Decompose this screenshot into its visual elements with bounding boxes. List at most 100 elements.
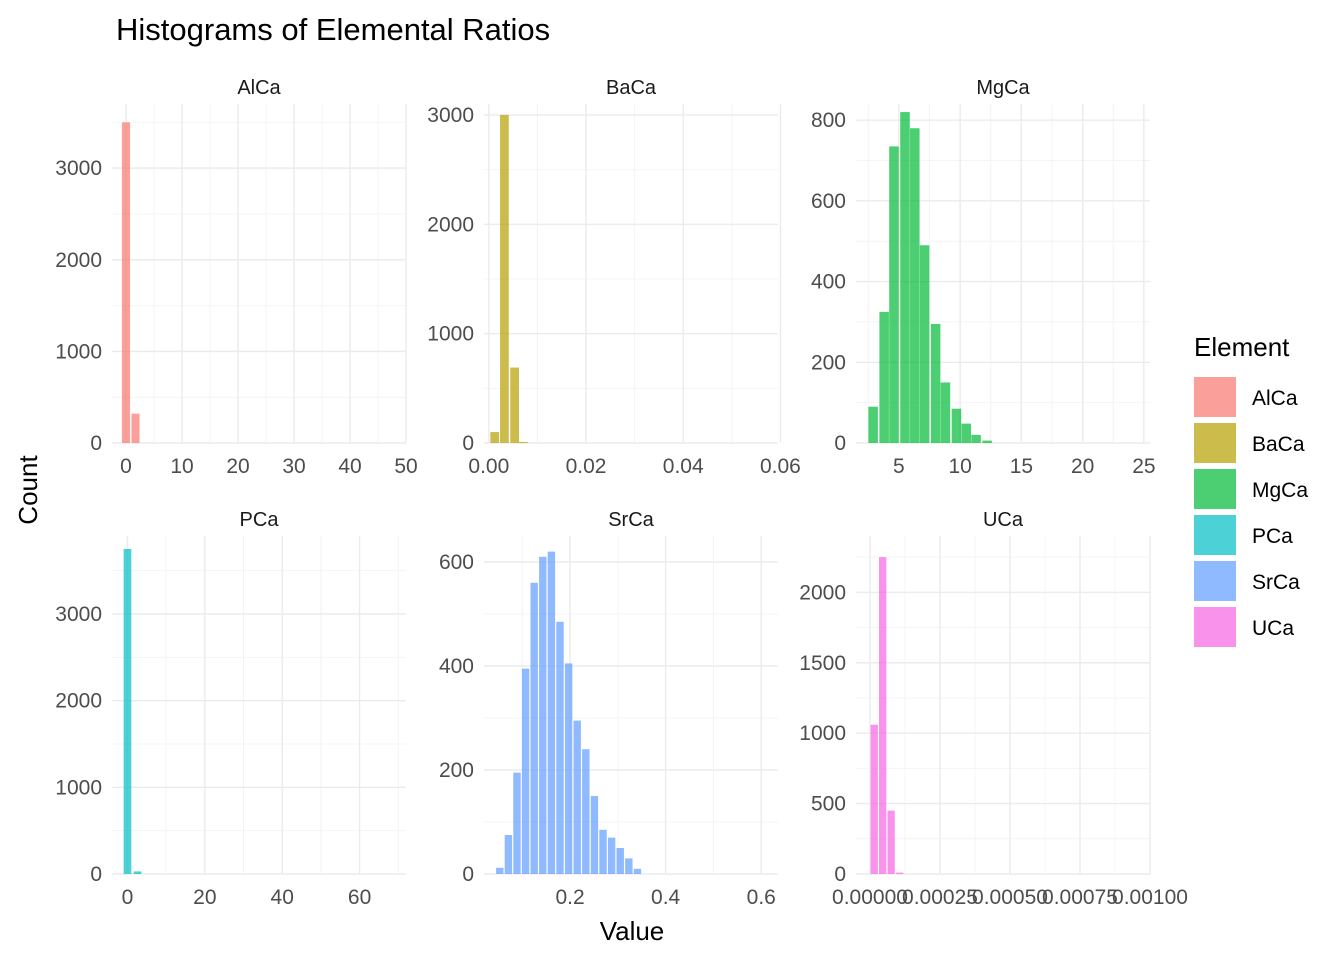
histogram-bar (919, 245, 930, 443)
legend-key-srca (1194, 561, 1236, 601)
histogram-bar (521, 668, 530, 874)
y-tick-label: 2000 (55, 690, 102, 713)
legend-label: SrCa (1252, 571, 1300, 594)
histogram-bar (910, 128, 920, 443)
y-tick-label: 500 (811, 793, 846, 816)
x-tick-label: 0.6 (747, 886, 776, 909)
histogram-bar (599, 829, 607, 874)
x-tick-label: 10 (170, 455, 193, 478)
legend: Element AlCa BaCa MgCa PCa SrCa UCa (1194, 332, 1308, 647)
legend-label: PCa (1252, 525, 1293, 548)
histogram-bar (870, 724, 878, 874)
histogram-bar (131, 413, 140, 443)
x-tick-label: 0 (122, 886, 134, 909)
legend-title: Element (1194, 332, 1290, 362)
legend-label: BaCa (1252, 433, 1305, 456)
x-tick-label: 20 (226, 455, 249, 478)
histogram-bar (530, 582, 538, 874)
histogram-bar (513, 772, 521, 874)
x-tick-label: 0.00050 (972, 886, 1048, 909)
facet-strip-label: AlCa (237, 77, 281, 99)
x-tick-label: 20 (193, 886, 216, 909)
y-tick-label: 0 (462, 432, 474, 455)
legend-label: UCa (1252, 617, 1294, 640)
histogram-bar (504, 835, 513, 874)
histogram-bar (625, 858, 633, 874)
legend-key-uca (1194, 607, 1236, 647)
histogram-bar (556, 621, 564, 874)
x-tick-label: 40 (338, 455, 361, 478)
histogram-bar (490, 432, 500, 443)
histogram-bar (868, 406, 878, 443)
legend-key-alca (1194, 377, 1236, 417)
histogram-bar (982, 440, 992, 443)
x-tick-label: 0 (120, 455, 132, 478)
histogram-bar (496, 867, 504, 874)
facet-srca: SrCa 0.2 0.4 0.6 0 200 400 600 (439, 509, 778, 909)
y-tick-label: 600 (811, 190, 846, 213)
histogram-bar (539, 556, 547, 874)
y-tick-label: 0 (90, 432, 102, 455)
x-tick-label: 0.00100 (1112, 886, 1188, 909)
histogram-bar (895, 872, 904, 874)
x-tick-label: 10 (948, 455, 971, 478)
y-tick-label: 2000 (427, 213, 474, 236)
histogram-bar (633, 868, 642, 874)
y-axis-label: Count (13, 455, 43, 525)
histogram-bar (590, 796, 599, 874)
y-tick-label: 600 (439, 551, 474, 574)
y-tick-label: 2000 (799, 581, 846, 604)
legend-key-pca (1194, 515, 1236, 555)
x-tick-label: 0.00025 (902, 886, 978, 909)
y-tick-label: 0 (834, 432, 846, 455)
y-tick-label: 1000 (55, 776, 102, 799)
facet-pca: PCa 0 20 40 60 0 1000 2000 3000 (55, 509, 406, 909)
y-tick-label: 3000 (55, 603, 102, 626)
facet-baca: BaCa 0.00 0.02 0.04 0.06 0 1000 2000 3000 (427, 77, 801, 478)
y-tick-label: 400 (811, 271, 846, 294)
y-tick-label: 3000 (55, 157, 102, 180)
histogram-bar (940, 382, 951, 443)
histogram-bar (133, 871, 142, 874)
histogram-bar (121, 122, 131, 443)
legend-label: MgCa (1252, 479, 1308, 502)
y-tick-label: 400 (439, 655, 474, 678)
x-tick-label: 25 (1132, 455, 1155, 478)
x-tick-label: 0.4 (651, 886, 681, 909)
y-tick-label: 1000 (427, 323, 474, 346)
histogram-bar (500, 114, 509, 443)
facet-alca: AlCa 0 10 20 30 40 50 0 1000 2000 3000 (55, 77, 417, 478)
histogram-bar (951, 408, 962, 443)
histogram-bar (123, 549, 132, 874)
facet-mgca: MgCa 5 10 15 20 25 0 200 400 600 800 (811, 77, 1156, 478)
histogram-bar (573, 720, 581, 874)
y-tick-label: 1000 (55, 340, 102, 363)
histogram-bar (564, 663, 573, 874)
legend-key-baca (1194, 423, 1236, 463)
histogram-bar (518, 441, 528, 443)
legend-key-mgca (1194, 469, 1236, 509)
facet-strip-label: PCa (240, 509, 280, 531)
x-tick-label: 0.00075 (1042, 886, 1118, 909)
y-tick-label: 1000 (799, 722, 846, 745)
y-tick-label: 200 (439, 759, 474, 782)
x-tick-label: 60 (348, 886, 371, 909)
facet-strip-label: MgCa (976, 77, 1030, 99)
histogram-bar (607, 837, 616, 874)
histogram-bar (879, 311, 889, 443)
histogram-bar (879, 557, 887, 874)
y-tick-label: 1500 (799, 652, 846, 675)
y-tick-label: 200 (811, 351, 846, 374)
x-tick-label: 0.2 (555, 886, 584, 909)
y-tick-label: 0 (834, 863, 846, 886)
facet-strip-label: SrCa (608, 509, 654, 531)
y-tick-label: 3000 (427, 104, 474, 127)
x-tick-label: 15 (1010, 455, 1033, 478)
y-tick-label: 2000 (55, 249, 102, 272)
x-tick-label: 5 (893, 455, 905, 478)
histogram-bar (582, 749, 590, 874)
histogram-bar (889, 146, 899, 443)
